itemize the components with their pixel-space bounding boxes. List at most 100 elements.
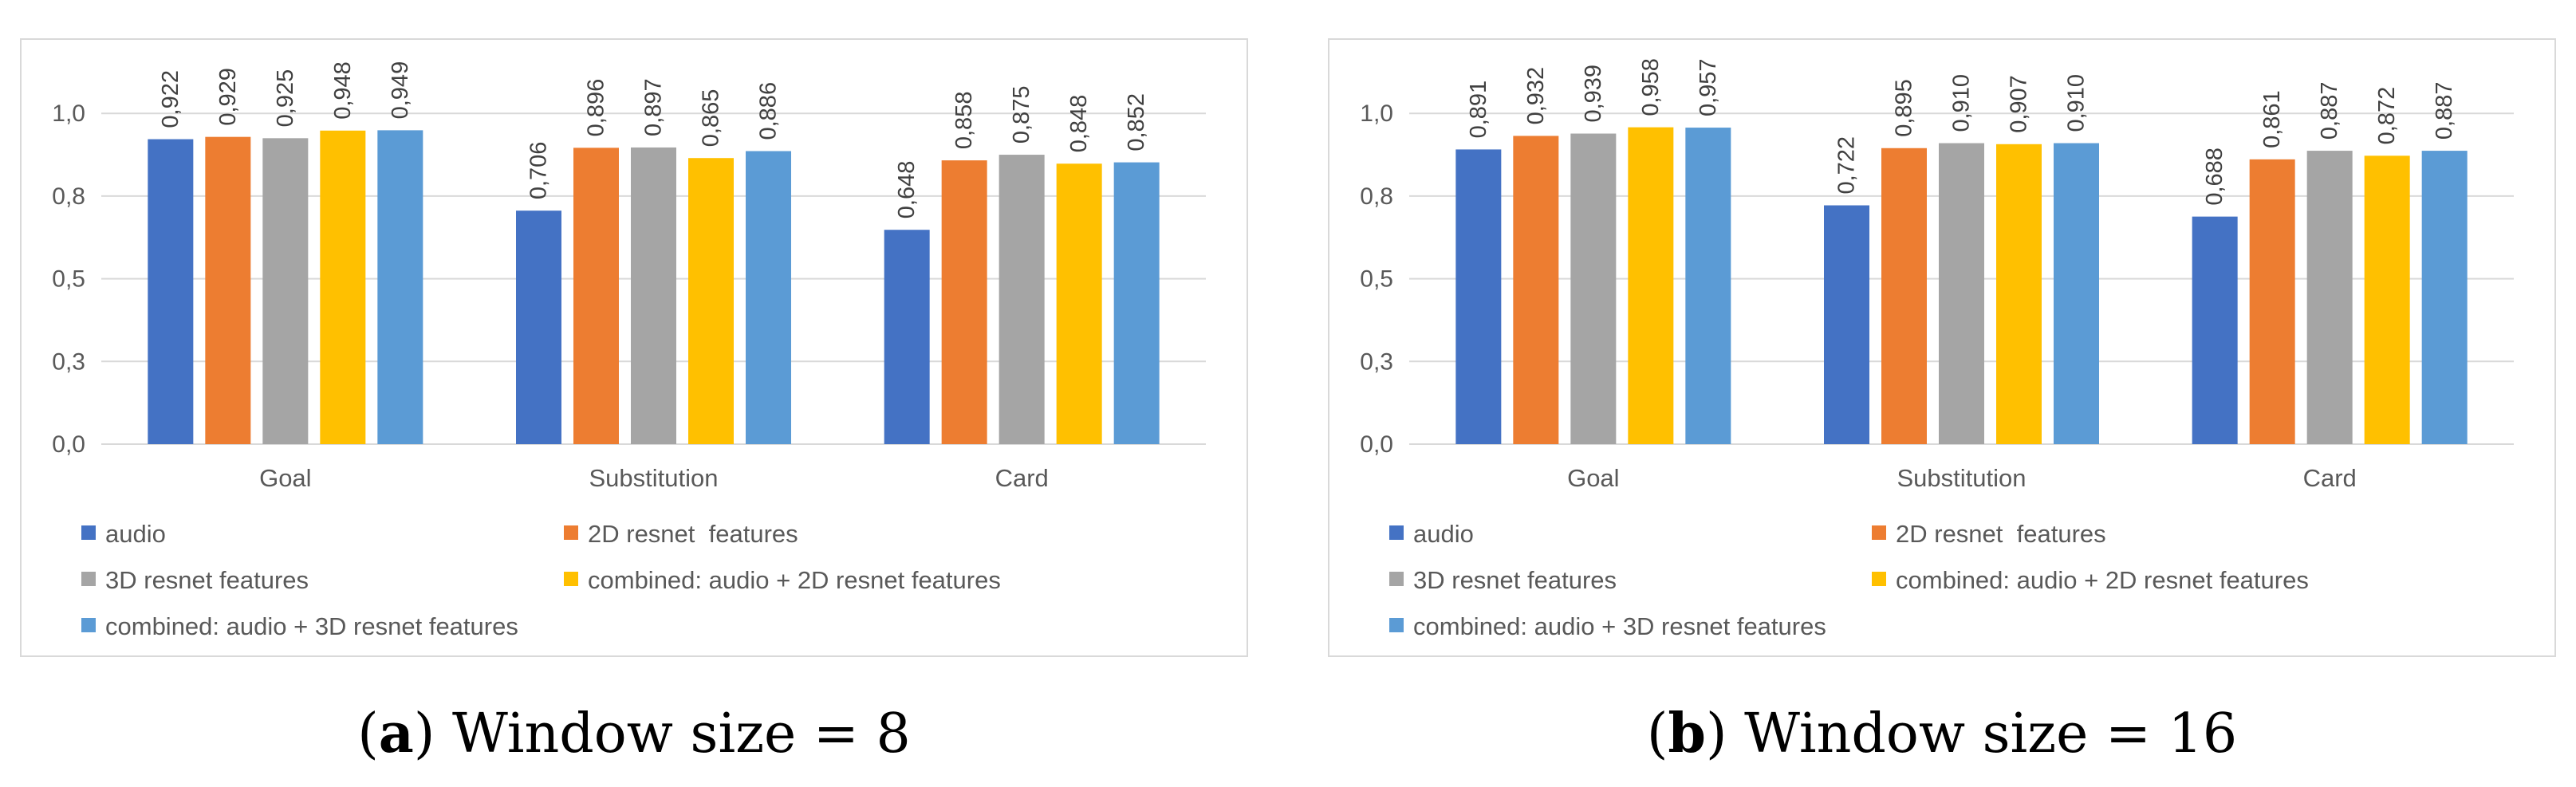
data-label: 0,958 (1638, 58, 1664, 116)
bar (1628, 127, 1674, 445)
chart-a-svg: 0,0 0,3 0,5 0,8 1,0 0,922 0,929 0,925 0,948 0,949… (52, 61, 1206, 640)
data-label: 0,861 (2259, 90, 2285, 148)
legend-label: 2D resnet features (588, 520, 798, 548)
x-category-label: Goal (259, 464, 311, 492)
bar (1824, 205, 1869, 444)
legend-swatch (1389, 525, 1404, 540)
caption-b: (b) Window size = 16 (1646, 702, 2238, 765)
y-tick-label: 1,0 (52, 100, 85, 127)
data-label: 0,932 (1523, 67, 1549, 125)
data-label: 0,939 (1581, 65, 1606, 123)
bar (320, 130, 366, 445)
data-label: 0,688 (2202, 148, 2227, 206)
caption-b-text: Window size = 16 (1744, 702, 2238, 765)
bar (262, 138, 309, 444)
y-tick-label: 0,3 (1360, 348, 1393, 375)
bar (2306, 151, 2353, 444)
data-label: 0,875 (1009, 85, 1034, 144)
legend-swatch (564, 525, 578, 540)
x-category-label: Substitution (1897, 464, 2027, 492)
caption-a: (a) Window size = 8 (357, 702, 911, 765)
bar (1881, 148, 1927, 444)
y-tick-label: 1,0 (1360, 100, 1393, 127)
data-label: 0,957 (1696, 58, 1721, 116)
data-label: 0,852 (1124, 93, 1149, 151)
bar (1996, 144, 2042, 444)
chart-panel-b: 0,0 0,3 0,5 0,8 1,0 0,891 0,932 0,939 0,958 0,957… (1328, 38, 2556, 657)
caption-b-letter: b (1668, 702, 1706, 765)
data-label: 0,896 (584, 79, 609, 137)
legend-label: audio (1413, 520, 1474, 548)
legend-swatch (1872, 572, 1886, 586)
bar (573, 148, 619, 444)
legend-swatch (1389, 618, 1404, 632)
legend-label: 2D resnet features (1896, 520, 2106, 548)
legend-swatch (1389, 572, 1404, 586)
data-label: 0,706 (526, 142, 552, 200)
data-label: 0,858 (951, 92, 977, 150)
bar (941, 160, 987, 444)
data-label: 0,865 (699, 89, 724, 148)
data-label: 0,910 (1949, 74, 1975, 132)
bar (205, 136, 251, 444)
data-label: 0,887 (2432, 82, 2457, 140)
bar (1570, 133, 1617, 444)
bar (1056, 163, 1102, 444)
legend-swatch (81, 618, 96, 632)
x-category-label: Card (2303, 464, 2357, 492)
data-label: 0,848 (1066, 95, 1092, 153)
legend-label: 3D resnet features (1413, 566, 1617, 594)
data-label: 0,886 (756, 82, 782, 140)
chart-panel-a: 0,0 0,3 0,5 0,8 1,0 0,922 0,929 0,925 0,948 0,949… (20, 38, 1248, 657)
bar (2249, 159, 2295, 444)
data-label: 0,887 (2317, 82, 2342, 140)
data-label: 0,648 (894, 161, 920, 219)
bar (1513, 136, 1559, 444)
data-label: 0,872 (2374, 87, 2400, 145)
bar (688, 158, 734, 444)
data-label: 0,948 (330, 61, 356, 120)
y-tick-label: 0,3 (52, 348, 85, 375)
bar (884, 230, 930, 444)
data-label: 0,925 (273, 69, 298, 128)
data-label: 0,722 (1834, 136, 1860, 195)
data-label: 0,897 (641, 78, 667, 136)
bar (998, 155, 1045, 444)
bar (631, 147, 676, 444)
y-tick-label: 0,0 (52, 431, 85, 458)
bar (746, 151, 791, 444)
y-tick-label: 0,5 (1360, 266, 1393, 293)
bar (2364, 155, 2410, 444)
y-tick-label: 0,0 (1360, 431, 1393, 458)
legend-swatch (1872, 525, 1886, 540)
legend-swatch (81, 525, 96, 540)
bar (516, 211, 561, 444)
data-label: 0,891 (1466, 81, 1491, 139)
y-tick-label: 0,8 (52, 183, 85, 210)
x-category-label: Substitution (589, 464, 719, 492)
caption-a-letter: a (378, 702, 414, 765)
legend-label: combined: audio + 3D resnet features (105, 612, 518, 640)
legend-label: combined: audio + 2D resnet features (1896, 566, 2309, 594)
x-category-label: Goal (1567, 464, 1619, 492)
bar (2054, 143, 2099, 444)
bar (148, 139, 194, 444)
data-label: 0,949 (388, 61, 413, 120)
data-label: 0,910 (2064, 74, 2090, 132)
bar (1685, 128, 1731, 444)
legend-label: audio (105, 520, 166, 548)
data-label: 0,929 (215, 68, 241, 126)
data-label: 0,922 (158, 70, 183, 128)
chart-b-svg: 0,0 0,3 0,5 0,8 1,0 0,891 0,932 0,939 0,958 0,957… (1360, 58, 2514, 640)
bar (2421, 151, 2468, 444)
legend-label: 3D resnet features (105, 566, 309, 594)
y-tick-label: 0,8 (1360, 183, 1393, 210)
bar (1455, 149, 1502, 444)
legend-swatch (81, 572, 96, 586)
legend-label: combined: audio + 3D resnet features (1413, 612, 1826, 640)
bar (1939, 143, 1984, 444)
bar (1113, 162, 1160, 444)
legend-label: combined: audio + 2D resnet features (588, 566, 1001, 594)
y-tick-label: 0,5 (52, 266, 85, 293)
caption-a-text: Window size = 8 (452, 702, 911, 765)
